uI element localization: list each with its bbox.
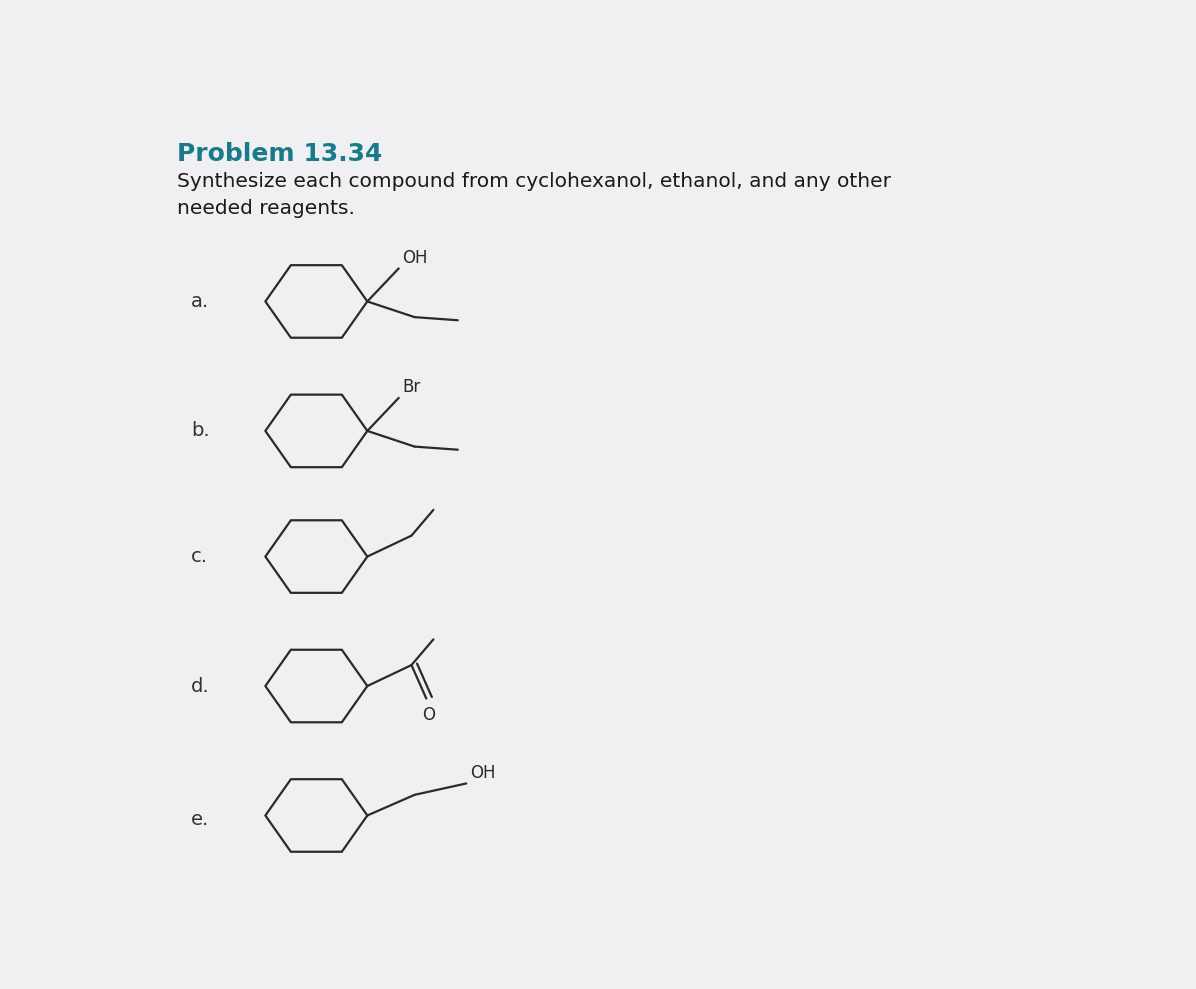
Text: Br: Br: [402, 379, 421, 397]
Text: d.: d.: [191, 676, 209, 695]
Text: c.: c.: [191, 547, 208, 566]
Text: e.: e.: [191, 810, 209, 829]
Text: a.: a.: [191, 292, 209, 311]
Text: OH: OH: [402, 249, 428, 267]
Text: needed reagents.: needed reagents.: [177, 199, 355, 218]
Text: OH: OH: [470, 764, 495, 782]
Text: b.: b.: [191, 421, 209, 440]
Text: O: O: [422, 706, 435, 724]
Text: Problem 13.34: Problem 13.34: [177, 141, 383, 165]
Text: Synthesize each compound from cyclohexanol, ethanol, and any other: Synthesize each compound from cyclohexan…: [177, 172, 891, 191]
